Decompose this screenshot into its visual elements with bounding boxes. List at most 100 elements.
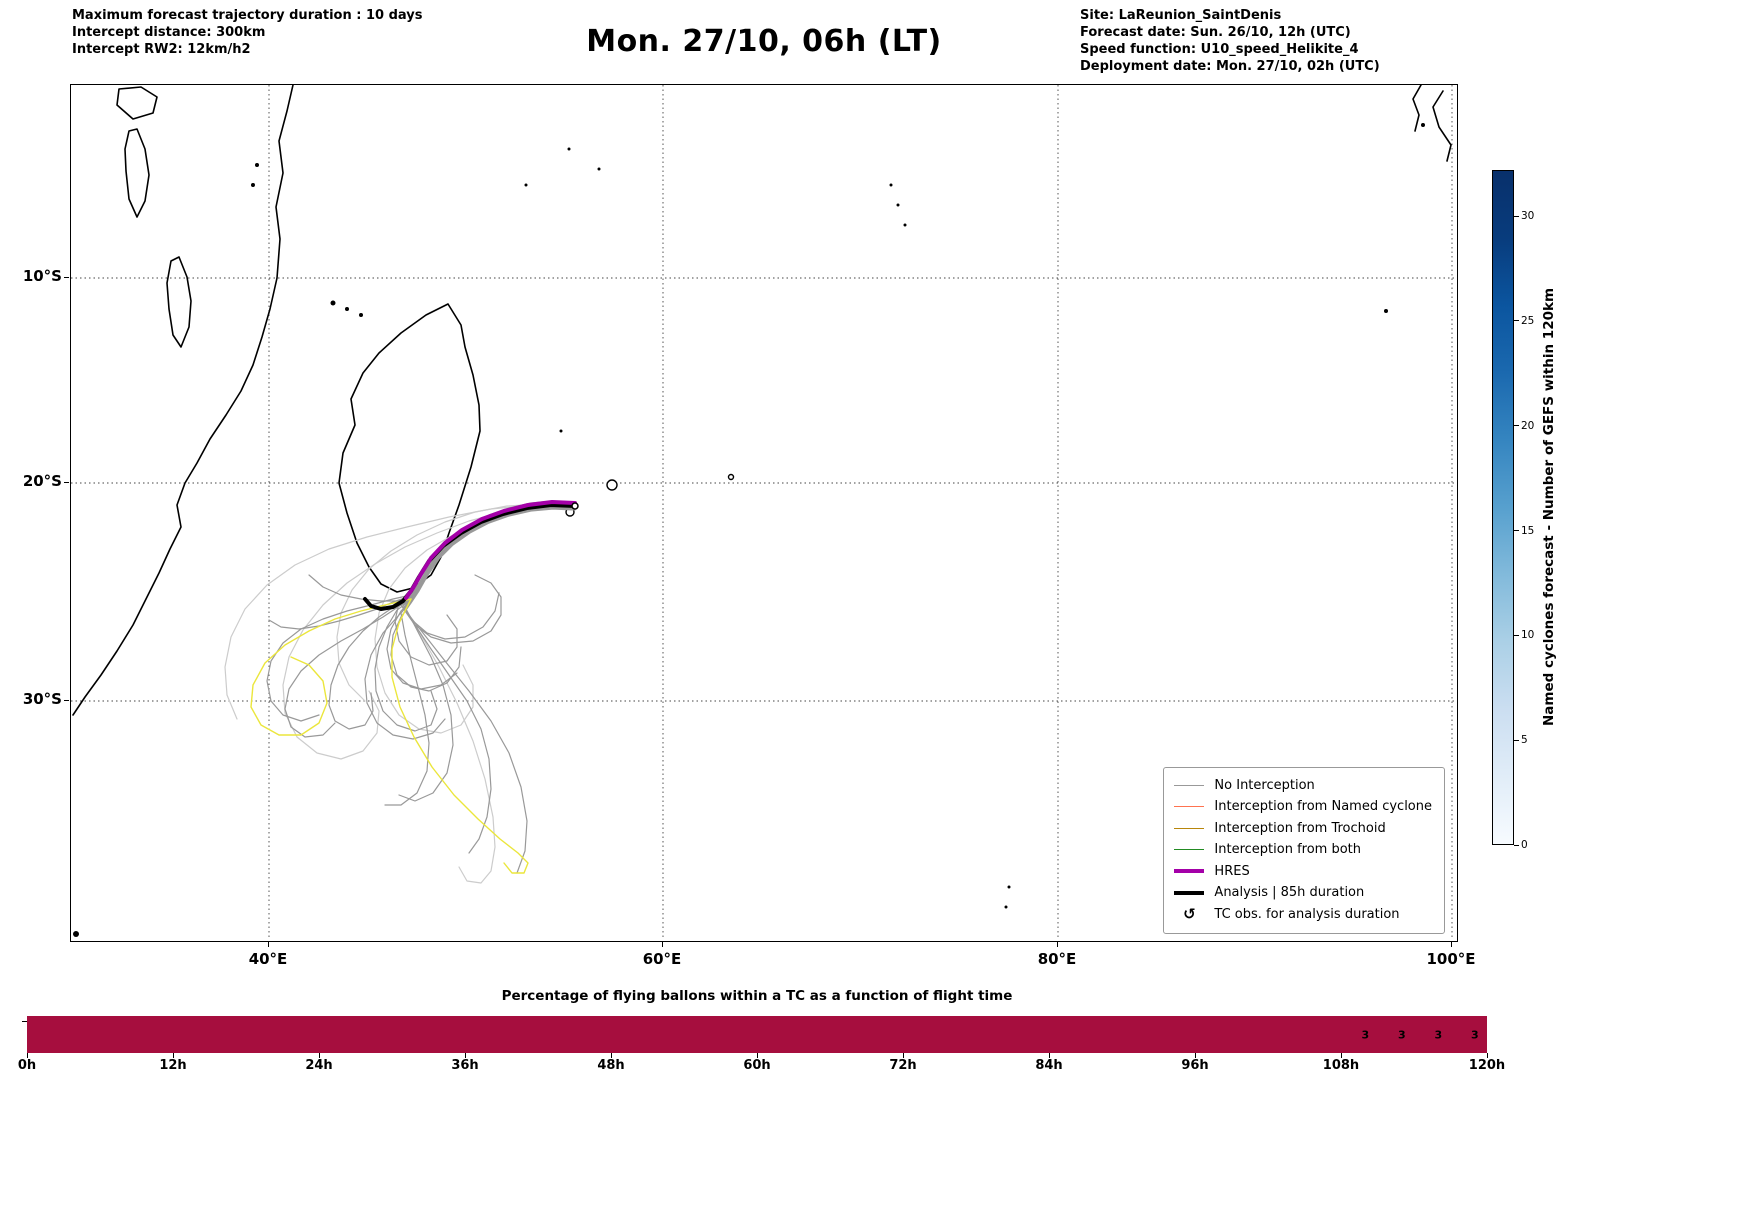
trajectory-no-interception-2 [374, 505, 576, 732]
bar-x-tick-108h [1340, 1053, 1342, 1058]
small-island-east [1384, 309, 1388, 313]
trajectory-no-interception-light-1 [282, 505, 576, 760]
bar-annotation-116h: 3 [1434, 1028, 1443, 1041]
bar-y-tick [22, 1021, 27, 1022]
launch-site-marker [571, 502, 579, 510]
trajectory-no-interception-12 [390, 508, 576, 692]
chagos-3 [903, 223, 907, 227]
y-tick-10°S [64, 276, 69, 278]
madagascar [338, 303, 481, 593]
sumatra-dot [1421, 123, 1425, 127]
colorbar-tick-label-15: 15 [1521, 524, 1535, 537]
page-title: Mon. 27/10, 06h (LT) [586, 24, 942, 59]
comoros-island-2 [345, 307, 349, 311]
x-tick-60°E [661, 942, 663, 947]
colorbar-tick-5 [1514, 739, 1519, 741]
trajectory-no-interception-6 [284, 504, 576, 738]
tc-percentage-bar: 3 3 3 3 [27, 1016, 1487, 1053]
bar-x-tick-label-36h: 36h [451, 1058, 479, 1073]
bar-x-tick-label-72h: 72h [889, 1058, 917, 1073]
trajectory-no-interception-7 [364, 507, 576, 740]
params-block: Maximum forecast trajectory duration : 1… [72, 7, 423, 58]
colorbar-tick-20 [1514, 425, 1519, 427]
legend-label: Analysis | 85h duration [1214, 885, 1365, 901]
legend-item-interception-named-cyclone: Interception from Named cyclone [1174, 796, 1432, 818]
comoros-island-3 [359, 313, 363, 317]
bar-x-tick-48h [610, 1053, 612, 1058]
x-tick-100°E [1450, 942, 1452, 947]
bar-x-tick-36h [464, 1053, 466, 1058]
bar-x-tick-0h [26, 1053, 28, 1058]
trajectory-no-interception-0 [268, 501, 576, 630]
interception-trochoid-line-sample-icon [1174, 827, 1205, 829]
bottom-chart-title: Percentage of flying ballons within a TC… [501, 988, 1013, 1004]
bar-x-tick-84h [1048, 1053, 1050, 1058]
chagos-1 [889, 183, 893, 187]
forecast-date-text: Forecast date: Sun. 26/10, 12h (UTC) [1080, 25, 1351, 40]
trajectory-no-interception-3 [384, 506, 576, 806]
lake-victoria [116, 86, 158, 120]
y-tick-30°S [64, 699, 69, 701]
bar-x-tick-label-12h: 12h [159, 1058, 187, 1073]
legend: No Interception Interception from Named c… [1163, 766, 1445, 934]
bar-x-tick-72h [902, 1053, 904, 1058]
x-tick-40°E [267, 942, 269, 947]
legend-item-analysis: Analysis | 85h duration [1174, 882, 1432, 904]
speed-function-text: Speed function: U10_speed_Helikite_4 [1080, 42, 1359, 57]
isolated-dot-2 [1004, 905, 1008, 909]
bar-x-tick-label-48h: 48h [597, 1058, 625, 1073]
bar-x-tick-label-60h: 60h [743, 1058, 771, 1073]
trajectory-hres-track-0 [404, 500, 577, 600]
y-tick-label-10°S: 10°S [22, 267, 62, 285]
y-tick-20°S [64, 481, 69, 483]
bar-x-tick-120h [1486, 1053, 1488, 1058]
sumatra-fragment-1 [1412, 85, 1422, 132]
site-block: Site: LaReunion_SaintDenis Forecast date… [1080, 7, 1380, 75]
bar-x-tick-96h [1194, 1053, 1196, 1058]
colorbar-tick-label-25: 25 [1521, 314, 1535, 327]
hres-color-swatch [1174, 869, 1205, 874]
bar-annotation-110h: 3 [1361, 1028, 1370, 1041]
bar-x-tick-60h [756, 1053, 758, 1058]
no-interception-color-swatch [1174, 784, 1205, 786]
interception-both-line-sample-icon [1174, 849, 1205, 851]
site-text: Site: LaReunion_SaintDenis [1080, 8, 1282, 23]
legend-item-interception-both: Interception from both [1174, 839, 1432, 861]
bar-x-tick-label-84h: 84h [1035, 1058, 1063, 1073]
colorbar-tick-0 [1514, 844, 1519, 846]
colorbar-tick-label-30: 30 [1521, 210, 1535, 223]
x-tick-label-60°E: 60°E [642, 950, 682, 968]
trajectory-trochoid-interception-1 [391, 598, 529, 874]
bar-x-tick-12h [172, 1053, 174, 1058]
intercept-rw2-text: Intercept RW2: 12km/h2 [72, 42, 251, 57]
legend-item-interception-trochoid: Interception from Trochoid [1174, 818, 1432, 840]
tc-obs-symbol-icon: ↺ [1183, 905, 1196, 924]
seychelles-1 [524, 183, 528, 187]
y-tick-label-30°S: 30°S [22, 690, 62, 708]
legend-label: HRES [1214, 863, 1250, 879]
bar-x-tick-24h [318, 1053, 320, 1058]
intercept-distance-text: Intercept distance: 300km [72, 25, 266, 40]
isolated-dot-1 [1007, 885, 1011, 889]
bar-x-tick-label-24h: 24h [305, 1058, 333, 1073]
colorbar-tick-label-0: 0 [1521, 839, 1528, 851]
colorbar-tick-label-20: 20 [1521, 419, 1535, 432]
corner-landmark [73, 931, 79, 937]
deployment-date-text: Deployment date: Mon. 27/10, 02h (UTC) [1080, 59, 1380, 74]
no-interception-line-sample-icon [1174, 784, 1205, 786]
map-plot: No Interception Interception from Named c… [70, 84, 1458, 942]
colorbar-tick-30 [1514, 215, 1519, 217]
colorbar-label: Named cyclones forecast - Number of GEFS… [1541, 287, 1557, 727]
legend-label: Interception from Trochoid [1214, 820, 1386, 836]
chagos-2 [896, 203, 900, 207]
interception-both-color-swatch [1174, 849, 1205, 851]
colorbar [1492, 170, 1514, 845]
analysis-color-swatch [1174, 890, 1205, 895]
rodrigues-island [727, 473, 735, 481]
pemba-island [251, 183, 255, 187]
legend-label: Interception from both [1214, 842, 1362, 858]
seychelles-3 [597, 167, 601, 171]
seychelles-2 [567, 147, 571, 151]
x-tick-label-40°E: 40°E [248, 950, 288, 968]
colorbar-tick-label-10: 10 [1521, 629, 1535, 642]
